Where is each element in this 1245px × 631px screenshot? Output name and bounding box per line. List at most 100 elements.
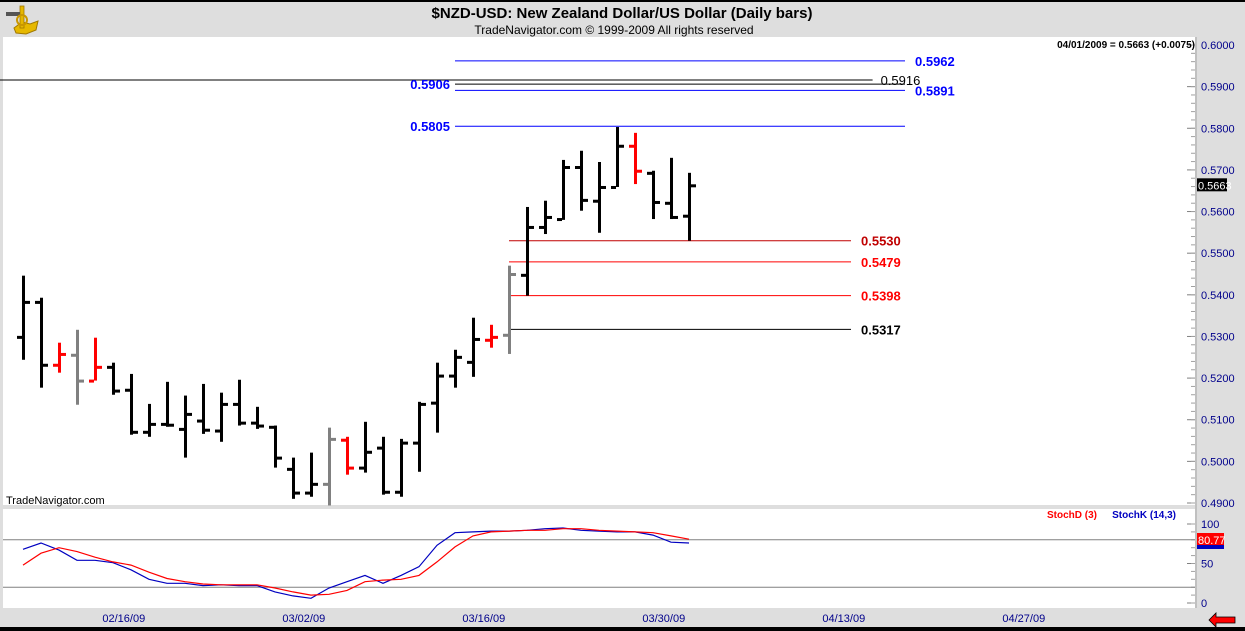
price-tick-label: 0.5500	[1201, 248, 1235, 260]
ohlc-bar	[287, 457, 300, 499]
date-tick-label: 04/27/09	[1002, 613, 1045, 625]
date-axis[interactable]: 02/16/09 03/02/09 03/16/09 03/30/09 04/13/09…	[102, 613, 1045, 625]
bar-open-tick	[431, 401, 436, 405]
bar-open-tick	[683, 214, 688, 218]
bar-close-tick	[619, 144, 624, 148]
price-tick-label: 0.5800	[1201, 123, 1235, 135]
ohlc-bar	[593, 161, 606, 233]
bar-open-tick	[521, 273, 526, 277]
bar-range	[616, 127, 619, 187]
bar-close-tick	[583, 198, 588, 202]
ohlc-bar	[251, 406, 264, 429]
bar-open-tick	[215, 429, 220, 433]
bar-range	[652, 170, 655, 220]
bar-close-tick	[115, 389, 120, 393]
bar-open-tick	[323, 482, 328, 486]
bar-close-tick	[133, 430, 138, 434]
bar-open-tick	[467, 360, 472, 364]
bar-close-tick	[79, 379, 84, 383]
level-label: 0.5891	[915, 83, 955, 98]
bar-open-tick	[233, 402, 238, 406]
bar-open-tick	[17, 335, 22, 339]
bar-close-tick	[385, 490, 390, 494]
bar-close-tick	[457, 355, 462, 359]
last-price-tag: 0.5663	[1197, 178, 1232, 192]
bar-close-tick	[511, 273, 516, 276]
bar-range	[148, 403, 151, 437]
stoch-last-tag: 80.77	[1197, 533, 1226, 549]
bar-range	[310, 452, 313, 497]
price-tick-label: 0.5300	[1201, 331, 1235, 343]
bar-range	[418, 401, 421, 472]
bar-range	[472, 317, 475, 377]
bar-range	[94, 337, 97, 381]
bar-open-tick	[305, 491, 310, 495]
bar-open-tick	[161, 422, 166, 426]
bar-open-tick	[251, 421, 256, 425]
bar-range	[274, 425, 277, 468]
bar-close-tick	[259, 424, 264, 428]
ohlc-bar	[215, 392, 228, 442]
bar-range	[166, 381, 169, 427]
bar-range	[670, 157, 673, 220]
level-label: 0.5530	[861, 234, 901, 249]
ohlc-bar	[395, 438, 408, 497]
stoch-axis[interactable]: 100 50 0	[1187, 519, 1219, 610]
bar-open-tick	[395, 490, 400, 494]
bar-close-tick	[97, 365, 102, 369]
bar-open-tick	[53, 363, 58, 367]
bar-range	[220, 392, 223, 442]
last-price-value: 0.5663	[1198, 180, 1232, 192]
bar-open-tick	[125, 388, 130, 392]
top-border	[0, 0, 1245, 2]
ohlc-bar	[17, 275, 30, 360]
bar-close-tick	[637, 169, 642, 173]
bar-range	[508, 265, 511, 354]
bar-range	[202, 383, 205, 434]
bar-close-tick	[691, 184, 696, 188]
ohlc-bar	[341, 436, 354, 475]
bar-close-tick	[313, 482, 318, 486]
bar-close-tick	[349, 466, 354, 470]
bar-range	[598, 161, 601, 233]
stoch-panel	[3, 509, 1195, 608]
header-bar	[0, 0, 1245, 37]
bar-range	[634, 132, 637, 185]
bar-open-tick	[647, 171, 652, 175]
bar-range	[328, 427, 331, 506]
bar-close-tick	[295, 491, 300, 495]
date-tick-label: 02/16/09	[102, 613, 145, 625]
stoch-series-k	[22, 527, 690, 599]
bar-open-tick	[503, 333, 508, 337]
left-arrow-icon[interactable]	[1208, 612, 1236, 628]
ohlc-bar	[305, 452, 318, 497]
bar-range	[490, 324, 493, 348]
price-tick-label: 0.5900	[1201, 82, 1235, 94]
bar-close-tick	[187, 412, 192, 416]
bar-range	[58, 342, 61, 373]
bar-open-tick	[413, 441, 418, 445]
level-label: 0.5317	[861, 322, 901, 337]
bar-range	[562, 159, 565, 220]
bar-open-tick	[179, 427, 184, 431]
bar-open-tick	[377, 446, 382, 450]
ohlc-bar	[683, 172, 696, 241]
bar-open-tick	[449, 374, 454, 378]
bar-open-tick	[485, 338, 490, 342]
ohlc-bar	[89, 337, 102, 383]
bar-close-tick	[169, 423, 174, 427]
ohlc-bar	[665, 157, 678, 220]
bar-range	[40, 297, 43, 388]
price-tick-label: 0.5200	[1201, 373, 1235, 385]
bottom-border	[0, 627, 1245, 631]
price-tick-label: 0.5000	[1201, 456, 1235, 468]
bar-close-tick	[25, 300, 30, 304]
price-axis[interactable]: 0.6000 0.5900 0.5800 0.5700 0.5600 0.5500 0.54…	[1187, 40, 1235, 510]
bar-open-tick	[107, 365, 112, 369]
ohlc-bar	[71, 329, 84, 405]
price-tick-label: 0.5100	[1201, 415, 1235, 427]
bar-open-tick	[287, 467, 292, 471]
bar-close-tick	[61, 352, 66, 356]
bar-close-tick	[403, 441, 408, 445]
